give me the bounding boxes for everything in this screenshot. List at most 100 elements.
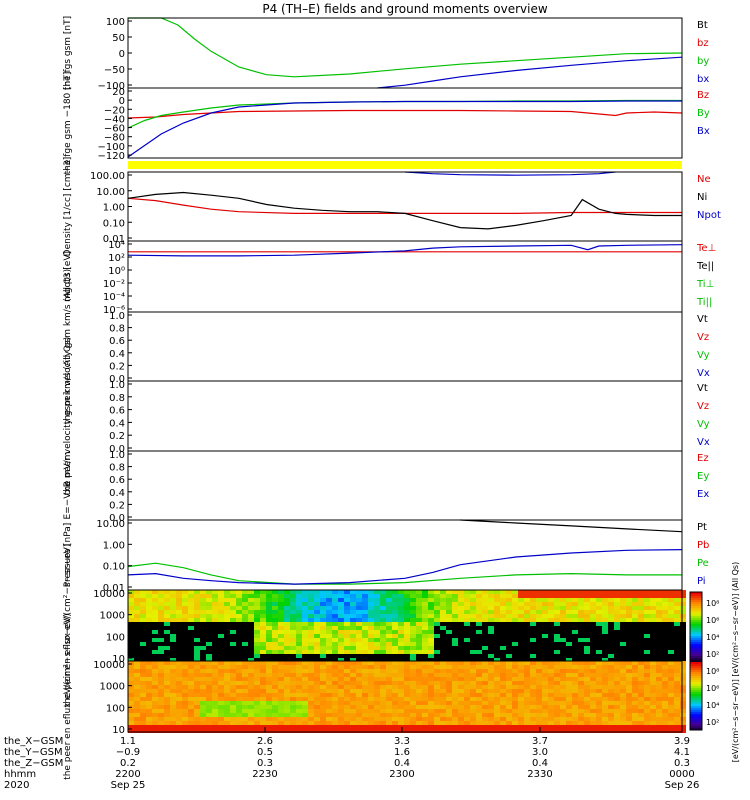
x-tick-label: Sep 25 (111, 780, 146, 791)
panel-frame (127, 87, 683, 159)
y-tick-label: −60 (104, 124, 125, 135)
y-tick-label: 10.00 (96, 187, 125, 198)
y-tick-label: 0.2 (109, 500, 125, 511)
colorbar-tick: 10⁶ (706, 616, 719, 625)
y-tick-label: 1000 (100, 611, 125, 622)
series-Pi-line (127, 549, 683, 585)
series-Ne-line (127, 197, 682, 214)
y-tick-label: 100.00 (90, 171, 125, 182)
panel-frame (127, 171, 683, 242)
series-bx-line (377, 56, 683, 89)
panel-fgs_gsm (127, 17, 683, 89)
legend-entry: Ni (697, 192, 707, 203)
y-tick-label: 100 (106, 17, 125, 28)
y-tick-label: 0.8 (109, 393, 125, 404)
legend-entry: Pt (697, 522, 707, 533)
y-axis-label: the peer velocity gsm km/s (All Qs) (63, 337, 73, 495)
y-tick-label: −100 (98, 81, 125, 92)
x-tick-label: 0.2 (120, 758, 136, 769)
x-tick-label: 0.3 (257, 758, 273, 769)
y-tick-label: 0.6 (109, 475, 125, 486)
y-tick-label: −100 (98, 142, 125, 153)
panel-peir_velocity (127, 311, 683, 382)
y-tick-label: 10⁴ (108, 240, 125, 251)
legend-entry: Pi (697, 576, 706, 587)
y-tick-label: 0.6 (109, 336, 125, 347)
y-tick-label: 0.01 (103, 583, 125, 594)
colorbar-tick: 10⁶ (706, 684, 719, 693)
y-tick-label: 0 (119, 49, 125, 60)
y-tick-label: 10000 (93, 660, 125, 671)
x-row-label: hhmm (4, 769, 36, 780)
legend-entry: Ez (697, 453, 709, 464)
x-tick-label: 0.4 (394, 758, 410, 769)
colorbar-frame (689, 591, 703, 731)
colorbar-label: [eV/(cm²−s−sr−eV)] [eV/(cm²−s−sr−eV)] (A… (731, 562, 740, 762)
y-tick-label: 10⁰ (108, 266, 125, 277)
y-tick-label: 0.10 (103, 218, 125, 229)
legend-entry: bx (697, 74, 709, 85)
x-tick-label: 1.6 (394, 747, 410, 758)
x-row-label: 2020 (4, 780, 29, 791)
panel-peer_velocity (127, 380, 683, 452)
x-tick-label: 3.0 (532, 747, 548, 758)
y-tick-label: 10.00 (96, 519, 125, 530)
x-tick-label: 0.4 (532, 758, 548, 769)
y-axis-label: mgqt3 [eV] (63, 251, 73, 302)
panel-pressure (127, 519, 683, 591)
y-tick-label: −120 (98, 151, 125, 162)
legend-entry: Ey (697, 471, 709, 482)
y-tick-label: 10000 (93, 589, 125, 600)
y-tick-label: 0.8 (109, 463, 125, 474)
legend-entry: bz (697, 38, 709, 49)
panel-frame (127, 380, 683, 452)
legend-entry: Vz (697, 332, 709, 343)
y-tick-label: 10⁻⁴ (103, 292, 125, 303)
x-tick-label: 3.7 (532, 736, 548, 747)
y-axis-label: E=−VxB mV/m (63, 451, 73, 519)
x-row-label: the_X−GSM (4, 736, 63, 747)
colorbar-tick: 10⁴ (706, 701, 719, 710)
y-tick-label: 0.4 (109, 349, 125, 360)
y-tick-label: 10 (112, 654, 125, 665)
panel-efield (127, 450, 683, 521)
legend-entry: Bt (697, 20, 708, 31)
colorbar-tick: 10⁴ (706, 633, 719, 642)
y-axis-label: the fgs gsm [nT] (63, 16, 73, 90)
panel-frame (127, 17, 683, 89)
series-Pe-line (127, 562, 682, 585)
y-tick-label: 50 (112, 33, 125, 44)
y-tick-label: 0.2 (109, 361, 125, 372)
y-tick-label: 0.0 (109, 513, 125, 524)
y-axis-label: the peer en eflux eV/(cm²−s−sr−eV) (63, 613, 73, 780)
y-axis-label: the peir velocity gsm km/s (All Qs) (63, 269, 73, 424)
x-tick-label: 4.1 (674, 747, 690, 758)
series-Pt-line (460, 519, 683, 533)
y-tick-label: 100 (106, 632, 125, 643)
legend-entry: Bz (697, 90, 709, 101)
y-tick-label: 0.0 (109, 374, 125, 385)
panel-density (127, 161, 683, 242)
x-tick-label: 0.3 (674, 758, 690, 769)
y-tick-label: 0.2 (109, 431, 125, 442)
y-tick-label: −40 (104, 114, 125, 125)
colorbar-tick: 10² (706, 650, 719, 659)
legend-entry: Vx (697, 437, 710, 448)
legend-entry: by (697, 56, 709, 67)
y-tick-label: 0.8 (109, 324, 125, 335)
x-tick-label: −0.9 (116, 747, 140, 758)
legend-entry: Pb (697, 540, 709, 551)
panel-frame (127, 519, 683, 591)
x-tick-label: 0.5 (257, 747, 273, 758)
legend-entry: Ti|| (696, 297, 712, 308)
y-tick-label: −20 (104, 105, 125, 116)
y-tick-label: 10⁻² (103, 279, 125, 290)
legend-entry: Vz (697, 401, 709, 412)
legend-entry: By (697, 108, 710, 119)
legend-entry: Ti⊥ (696, 279, 714, 290)
legend-entry: Pe (697, 558, 709, 569)
x-tick-label: 2230 (252, 769, 277, 780)
y-axis-label: Pressure [nPa] (63, 523, 73, 588)
y-tick-label: 0.01 (103, 234, 125, 245)
